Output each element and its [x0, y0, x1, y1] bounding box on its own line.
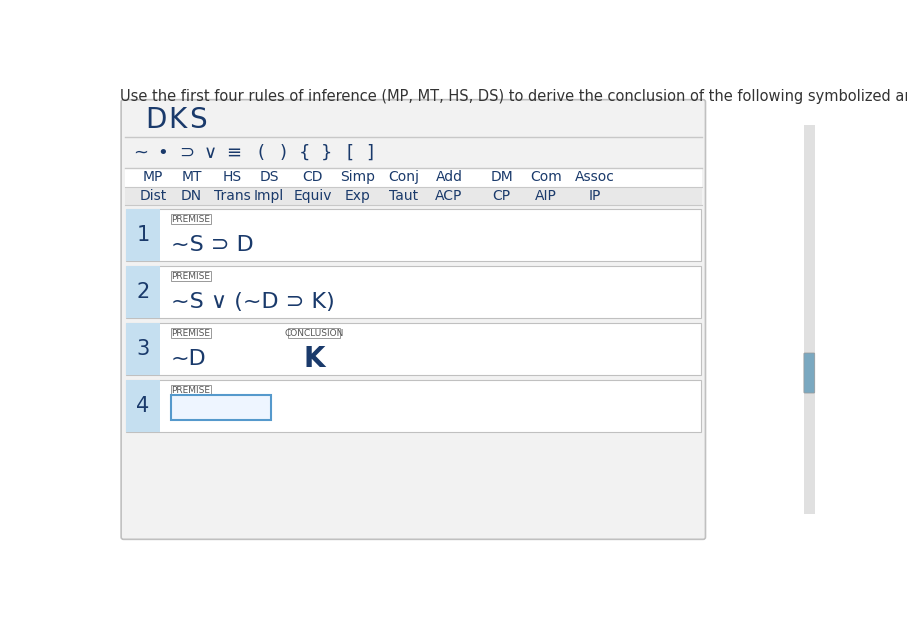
Text: PREMISE: PREMISE	[171, 272, 210, 281]
Text: S: S	[190, 107, 207, 135]
Text: DS: DS	[259, 170, 278, 184]
Text: ~D: ~D	[171, 348, 207, 369]
Text: •: •	[157, 144, 168, 162]
Text: CP: CP	[493, 189, 511, 203]
Text: Add: Add	[435, 170, 463, 184]
Bar	[171, 214, 211, 225]
Text: Taut: Taut	[389, 189, 418, 203]
FancyBboxPatch shape	[122, 100, 706, 539]
Text: PREMISE: PREMISE	[171, 215, 210, 224]
Bar	[125, 103, 702, 137]
Bar	[126, 209, 160, 262]
Bar	[125, 137, 702, 168]
Text: ): )	[279, 144, 287, 162]
Bar	[126, 380, 701, 433]
Bar	[126, 266, 160, 318]
Text: DM: DM	[491, 170, 513, 184]
Text: ⊃: ⊃	[180, 144, 195, 162]
Text: [: [	[346, 144, 353, 162]
Text: AIP: AIP	[535, 189, 557, 203]
Text: {: {	[299, 144, 310, 162]
Text: }: }	[321, 144, 332, 162]
FancyBboxPatch shape	[804, 353, 814, 393]
Text: Simp: Simp	[340, 170, 375, 184]
Bar	[804, 125, 814, 514]
Bar	[126, 323, 701, 375]
Text: 2: 2	[136, 282, 150, 302]
Text: ~: ~	[133, 144, 148, 162]
Bar	[288, 329, 340, 338]
Bar	[171, 329, 211, 338]
Text: MT: MT	[181, 170, 202, 184]
Text: 4: 4	[136, 396, 150, 416]
Text: ∨: ∨	[204, 144, 217, 162]
Text: K: K	[303, 345, 325, 373]
Bar	[171, 271, 211, 281]
Text: CD: CD	[302, 170, 323, 184]
Text: Trans: Trans	[213, 189, 250, 203]
Text: D: D	[145, 107, 167, 135]
Text: ACP: ACP	[435, 189, 463, 203]
Bar	[126, 266, 701, 318]
Text: Impl: Impl	[254, 189, 284, 203]
Text: DN: DN	[181, 189, 202, 203]
Text: HS: HS	[222, 170, 241, 184]
Text: ~S ⊃ D: ~S ⊃ D	[171, 235, 253, 255]
Text: Assoc: Assoc	[575, 170, 615, 184]
Text: Conj: Conj	[388, 170, 420, 184]
Bar	[125, 187, 702, 205]
Bar	[126, 209, 701, 262]
Bar	[125, 168, 702, 187]
Text: ≡: ≡	[226, 144, 241, 162]
Text: 3: 3	[136, 339, 150, 359]
Bar	[171, 396, 271, 420]
Text: ~S ∨ (~D ⊃ K): ~S ∨ (~D ⊃ K)	[171, 292, 335, 311]
Text: IP: IP	[589, 189, 600, 203]
Text: MP: MP	[142, 170, 163, 184]
Text: Exp: Exp	[345, 189, 370, 203]
Text: 1: 1	[136, 225, 150, 245]
Bar	[171, 385, 211, 396]
Text: PREMISE: PREMISE	[171, 329, 210, 338]
Text: CONCLUSION: CONCLUSION	[285, 329, 344, 338]
Text: K: K	[169, 107, 187, 135]
Bar	[126, 323, 160, 375]
Text: Use the first four rules of inference (MP, MT, HS, DS) to derive the conclusion : Use the first four rules of inference (M…	[120, 89, 907, 104]
Text: Com: Com	[530, 170, 561, 184]
Text: (: (	[258, 144, 265, 162]
Text: Equiv: Equiv	[293, 189, 332, 203]
Text: PREMISE: PREMISE	[171, 386, 210, 395]
Text: Dist: Dist	[140, 189, 167, 203]
Bar	[126, 380, 160, 433]
Text: ]: ]	[366, 144, 374, 162]
